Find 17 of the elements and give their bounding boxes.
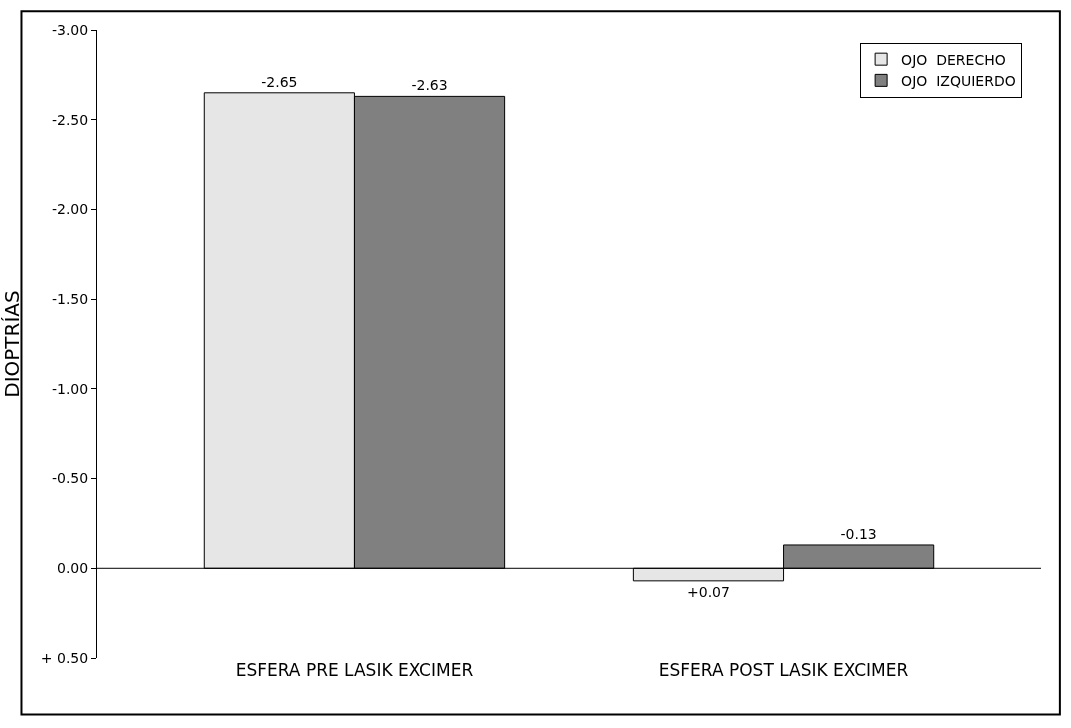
data-label: +0.07 [687,583,730,600]
data-label: -2.65 [261,73,298,90]
y-axis-title: DIOPTRÍAS [0,290,25,398]
y-tick-label: -3.00 [51,21,89,38]
y-tick-label: + 0.50 [40,649,89,666]
legend-label: OJO DERECHO [901,51,1006,68]
data-label: -2.63 [411,77,448,94]
x-tick-label: ESFERA PRE LASIK EXCIMER [235,660,474,680]
y-tick-label: -1.50 [51,291,89,308]
y-tick-label: 0.00 [57,560,89,577]
legend-label: OJO IZQUIERDO [901,72,1016,89]
y-tick-label: -1.00 [51,380,89,397]
y-tick-label: -2.00 [51,201,89,218]
x-tick-label: ESFERA POST LASIK EXCIMER [658,660,909,680]
y-tick-label: -2.50 [51,111,89,128]
data-label: -0.13 [840,525,877,542]
y-tick-label: -0.50 [51,470,89,487]
